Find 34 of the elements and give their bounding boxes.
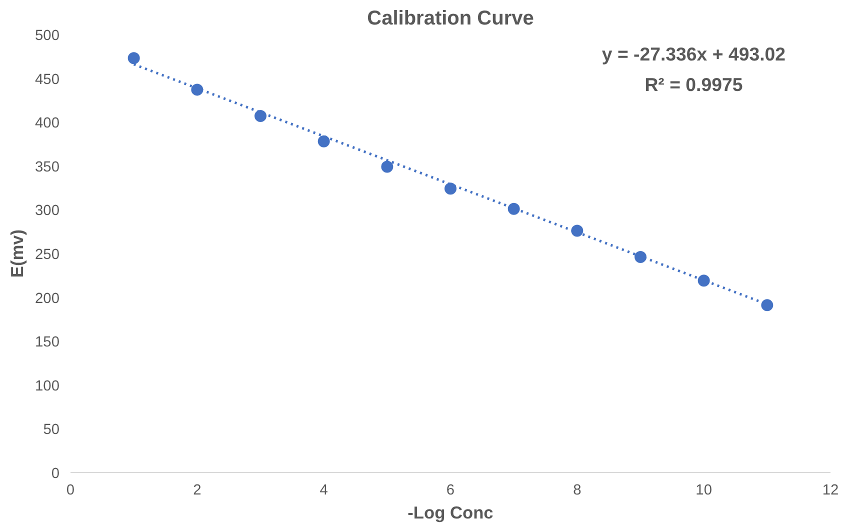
y-tick-label: 500 <box>35 28 60 44</box>
point <box>571 224 584 237</box>
point <box>254 110 266 122</box>
y-tick-label: 350 <box>35 159 60 176</box>
point <box>381 160 394 173</box>
point <box>508 202 520 215</box>
y-axis-title: E(mv) <box>7 229 28 278</box>
x-tick-label: 10 <box>696 482 712 498</box>
point <box>634 251 646 263</box>
x-tick-label: 8 <box>573 482 582 498</box>
point <box>318 135 330 148</box>
y-tick-label: 150 <box>35 334 60 351</box>
y-tick-label: 200 <box>35 290 60 307</box>
x-tick-label: 2 <box>193 482 202 498</box>
y-tick-label: 300 <box>35 203 60 220</box>
point <box>128 52 140 64</box>
annotation: y = -27.336x + 493.02 <box>602 43 786 64</box>
x-tick-label: 0 <box>66 482 75 498</box>
y-tick-label: 50 <box>43 422 60 438</box>
chart-title: Calibration Curve <box>367 8 534 30</box>
point <box>191 84 204 96</box>
y-tick-label: 450 <box>35 72 60 88</box>
point <box>761 299 774 312</box>
x-tick-label: 4 <box>320 482 328 498</box>
x-axis-title: -Log Conc <box>408 502 494 522</box>
point <box>444 182 456 195</box>
y-tick-label: 0 <box>51 466 60 482</box>
point <box>698 274 710 287</box>
annotation: R² = 0.9975 <box>644 74 743 95</box>
y-tick-label: 250 <box>35 247 60 263</box>
y-tick-label: 400 <box>35 116 60 132</box>
x-tick-label: 6 <box>446 482 455 498</box>
y-tick-label: 100 <box>35 378 60 394</box>
x-tick-label: 12 <box>822 482 839 498</box>
